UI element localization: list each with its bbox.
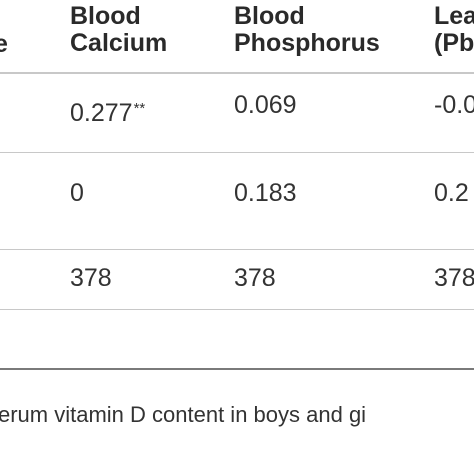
significance-marker: ** <box>133 100 146 117</box>
row-rule <box>0 152 474 153</box>
table-cell: 0.183 <box>234 179 297 207</box>
header-blood-phosphorus: Blood Phosphorus <box>234 3 380 57</box>
table-caption: erum vitamin D content in boys and gi <box>0 402 367 427</box>
table-cell: 378 <box>70 264 112 292</box>
table-bottom-rule <box>0 368 474 370</box>
header-line: Phosphorus <box>234 29 380 57</box>
header-blood-calcium: Blood Calcium <box>70 3 167 57</box>
header-line: (Pb <box>434 29 474 57</box>
table-cell: 0.2 <box>434 179 469 207</box>
row-rule <box>0 249 474 250</box>
table-cell: 0 <box>70 179 84 207</box>
table-cell: -0.0 <box>434 91 474 119</box>
table-cell: 0.069 <box>234 91 297 119</box>
header-line: Lea <box>434 2 474 30</box>
table-cell: 378 <box>434 264 474 292</box>
header-rule <box>0 72 474 74</box>
header-lead: Lea (Pb <box>434 3 474 57</box>
header-line: Blood <box>234 2 305 30</box>
header-col-partial: e <box>0 30 8 58</box>
header-line: Blood <box>70 2 141 30</box>
table-cell: 0.277** <box>70 99 146 127</box>
header-line: Calcium <box>70 29 168 57</box>
table-cell: 378 <box>234 264 276 292</box>
row-rule <box>0 309 474 310</box>
